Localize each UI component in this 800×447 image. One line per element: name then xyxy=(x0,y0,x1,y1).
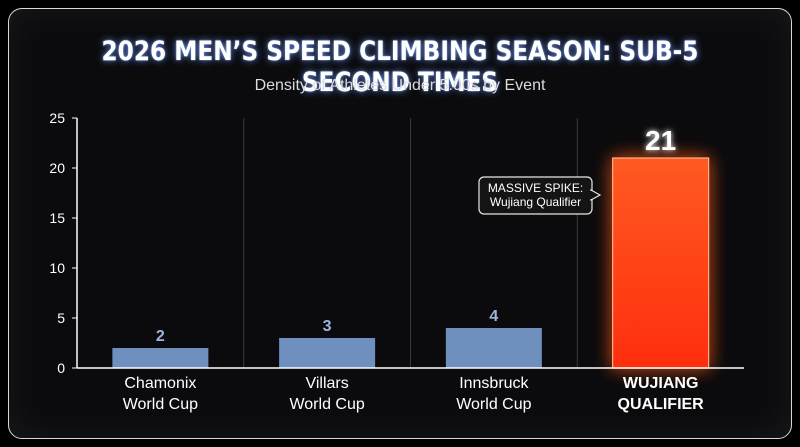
x-category-label: World Cup xyxy=(456,396,531,413)
x-category-label: World Cup xyxy=(289,396,364,413)
x-category-label: Chamonix xyxy=(124,375,196,392)
y-tick-label: 5 xyxy=(57,310,65,326)
y-tick-label: 10 xyxy=(49,260,65,276)
y-tick-label: 15 xyxy=(49,210,65,226)
y-tick-label: 20 xyxy=(49,160,65,176)
bar xyxy=(279,338,376,368)
x-category-label: World Cup xyxy=(123,396,198,413)
x-category-label: Villars xyxy=(305,375,348,392)
bar xyxy=(445,328,542,368)
y-tick-label: 25 xyxy=(49,110,65,126)
x-category-label: WUJIANG xyxy=(623,375,699,392)
bar-value-label: 2 xyxy=(156,328,165,345)
bar-value-label: 21 xyxy=(645,125,676,156)
x-category-label: Innsbruck xyxy=(459,375,529,392)
bar-value-label: 4 xyxy=(489,308,498,325)
bar xyxy=(112,348,209,368)
annotation-pointer xyxy=(590,188,602,202)
bar-value-label: 3 xyxy=(323,318,332,335)
chart-subtitle: Density of Athletes Under 5.00s by Event xyxy=(254,77,546,94)
annotation-text: MASSIVE SPIKE: xyxy=(488,181,583,195)
y-tick-label: 0 xyxy=(57,360,65,376)
bar-highlight xyxy=(612,157,710,369)
x-category-label: QUALIFIER xyxy=(618,396,705,413)
annotation-text: Wujiang Qualifier xyxy=(490,195,581,209)
chart-title: 2026 MEN’S SPEED CLIMBING SEASON: SUB-5 … xyxy=(101,36,699,98)
